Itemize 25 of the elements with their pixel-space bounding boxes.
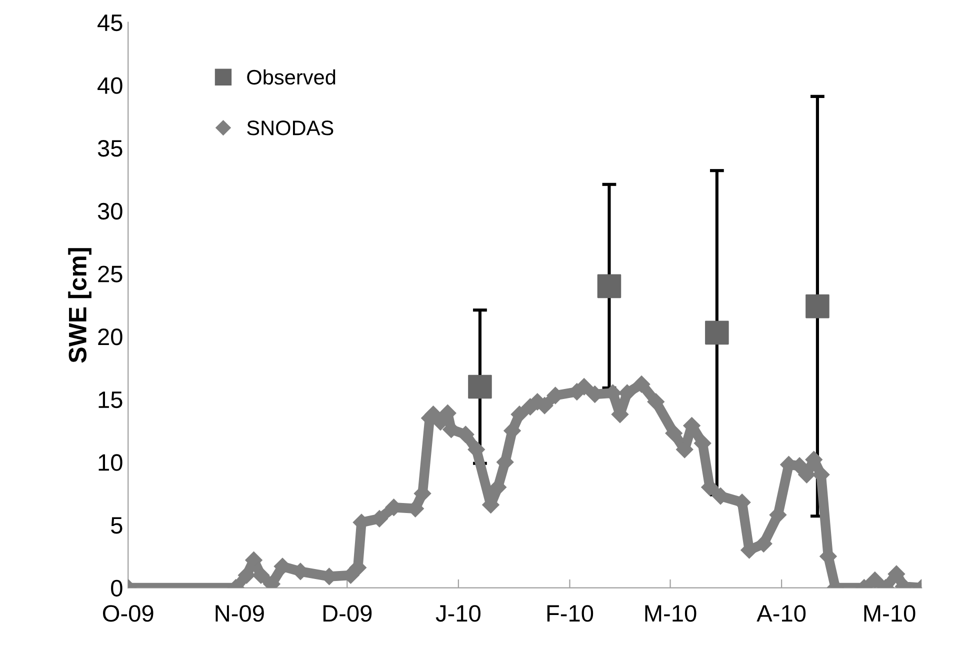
x-tick-label: D-09 [323, 605, 372, 622]
y-tick-label: 15 [98, 392, 122, 408]
y-tick-label: 25 [98, 266, 122, 282]
x-tick-label: O-09 [102, 605, 154, 622]
point [468, 374, 492, 399]
y-tick-label: 40 [98, 77, 122, 94]
point [806, 294, 830, 318]
y-tick-label: 35 [98, 140, 122, 157]
x-tick-label: F-10 [547, 605, 594, 622]
y-axis-title: SWE [cm] [68, 248, 92, 363]
x-tick-label: M-10 [645, 605, 696, 622]
y-tick-label: 20 [98, 328, 122, 346]
legend-label: Observed [247, 69, 336, 85]
x-tick-label: J-10 [436, 605, 480, 622]
legend-label: SNODAS [247, 120, 334, 136]
point [705, 320, 729, 345]
y-tick-label: 5 [111, 517, 122, 534]
y-tick-label: 0 [111, 580, 122, 597]
y-tick-label: 30 [98, 202, 122, 220]
y-tick-label: 45 [98, 14, 122, 32]
y-tick-label: 10 [98, 454, 122, 471]
x-tick-label: N-09 [216, 605, 264, 622]
x-tick-label: A-10 [756, 605, 806, 622]
point [597, 274, 622, 298]
x-tick-label: M-10 [864, 605, 916, 622]
